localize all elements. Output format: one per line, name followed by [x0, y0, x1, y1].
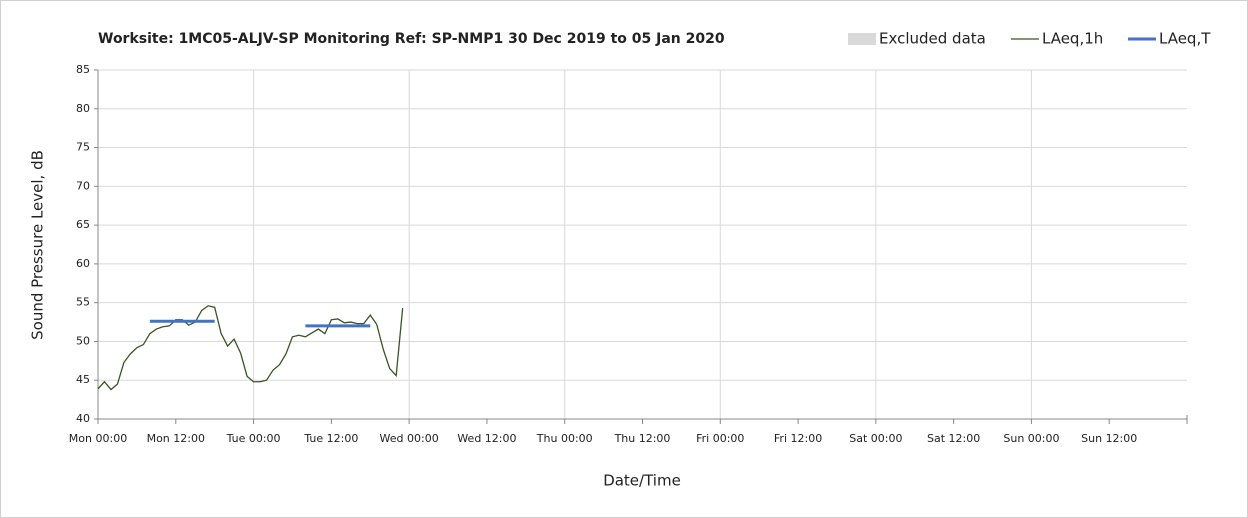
legend-swatch [848, 33, 876, 45]
y-tick-label: 65 [76, 218, 90, 231]
x-tick-label: Mon 00:00 [69, 432, 127, 445]
y-tick-label: 85 [76, 63, 90, 76]
x-tick-label: Thu 12:00 [614, 432, 671, 445]
x-tick-label: Wed 00:00 [380, 432, 439, 445]
x-tick-label: Fri 00:00 [696, 432, 744, 445]
x-tick-label: Thu 00:00 [536, 432, 593, 445]
x-tick-label: Sat 00:00 [849, 432, 902, 445]
legend-label: LAeq,1h [1042, 30, 1103, 48]
x-axis-label: Date/Time [603, 472, 681, 490]
y-tick-label: 70 [76, 179, 90, 192]
x-tick-label: Mon 12:00 [147, 432, 205, 445]
x-tick-label: Sat 12:00 [927, 432, 980, 445]
data-line [149, 319, 371, 328]
y-tick-label: 55 [76, 296, 90, 309]
x-tick-label: Tue 12:00 [303, 432, 358, 445]
y-tick-label: 45 [76, 373, 90, 386]
y-tick-label: 80 [76, 102, 90, 115]
y-tick-label: 50 [76, 334, 90, 347]
x-tick-label: Sun 12:00 [1081, 432, 1137, 445]
y-tick-label: 60 [76, 257, 90, 270]
x-tick-label: Tue 00:00 [226, 432, 281, 445]
legend-label: LAeq,T [1159, 30, 1211, 48]
x-tick-label: Sun 00:00 [1003, 432, 1059, 445]
x-tick-label: Wed 12:00 [457, 432, 516, 445]
x-tick-label: Fri 12:00 [774, 432, 822, 445]
y-tick-label: 40 [76, 412, 90, 425]
data-line [97, 305, 404, 391]
chart-title: Worksite: 1MC05-ALJV-SP Monitoring Ref: … [98, 31, 725, 47]
legend-label: Excluded data [879, 30, 986, 48]
y-tick-label: 75 [76, 141, 90, 154]
y-axis-label: Sound Pressure Level, dB [29, 150, 47, 340]
